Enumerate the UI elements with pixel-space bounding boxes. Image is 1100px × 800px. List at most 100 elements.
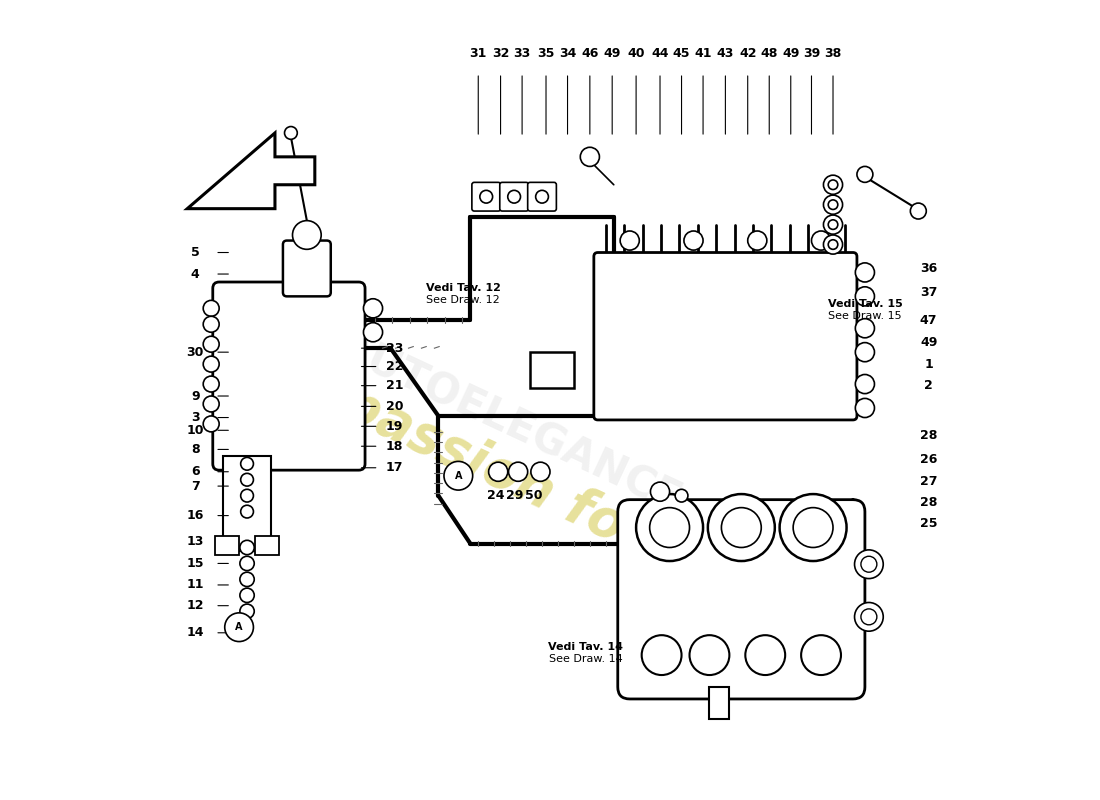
Text: 42: 42	[739, 46, 757, 60]
Text: Vedi Tav. 14: Vedi Tav. 14	[549, 642, 624, 652]
Circle shape	[856, 286, 875, 306]
Polygon shape	[187, 133, 315, 209]
Circle shape	[293, 221, 321, 250]
Circle shape	[793, 508, 833, 547]
Text: Vedi Tav. 12: Vedi Tav. 12	[427, 283, 502, 294]
Text: 39: 39	[803, 46, 821, 60]
Text: 6: 6	[191, 466, 199, 478]
Text: 22: 22	[386, 360, 404, 373]
Circle shape	[204, 396, 219, 412]
Circle shape	[911, 203, 926, 219]
Circle shape	[636, 494, 703, 561]
Circle shape	[581, 147, 600, 166]
Text: 16: 16	[187, 509, 204, 522]
Text: 18: 18	[386, 440, 404, 453]
Text: 1: 1	[924, 358, 933, 370]
Circle shape	[856, 342, 875, 362]
Text: See Draw. 14: See Draw. 14	[549, 654, 623, 664]
Text: 26: 26	[920, 454, 937, 466]
Circle shape	[204, 300, 219, 316]
Text: 36: 36	[920, 262, 937, 275]
Circle shape	[824, 235, 843, 254]
FancyBboxPatch shape	[283, 241, 331, 296]
Circle shape	[285, 126, 297, 139]
Circle shape	[824, 195, 843, 214]
Text: 41: 41	[694, 46, 712, 60]
Text: A: A	[235, 622, 243, 632]
FancyBboxPatch shape	[212, 282, 365, 470]
Text: 21: 21	[386, 379, 404, 392]
Circle shape	[444, 462, 473, 490]
Text: 24: 24	[487, 489, 505, 502]
Circle shape	[531, 462, 550, 482]
Text: 4: 4	[191, 267, 199, 281]
Text: 49: 49	[782, 46, 800, 60]
Text: 11: 11	[187, 578, 204, 591]
Text: 7: 7	[191, 479, 199, 493]
Text: 9: 9	[191, 390, 199, 402]
Circle shape	[488, 462, 508, 482]
Text: See Draw. 12: See Draw. 12	[427, 295, 500, 306]
Text: 27: 27	[920, 475, 937, 488]
Circle shape	[641, 635, 682, 675]
Circle shape	[620, 231, 639, 250]
Text: Vedi Tav. 15: Vedi Tav. 15	[827, 299, 902, 310]
Circle shape	[650, 508, 690, 547]
Text: 3: 3	[191, 411, 199, 424]
Circle shape	[240, 572, 254, 586]
Circle shape	[508, 462, 528, 482]
Circle shape	[856, 398, 875, 418]
FancyBboxPatch shape	[594, 253, 857, 420]
Circle shape	[240, 588, 254, 602]
Circle shape	[812, 231, 830, 250]
Circle shape	[824, 175, 843, 194]
Text: 20: 20	[386, 400, 404, 413]
Circle shape	[690, 635, 729, 675]
Bar	[216, 535, 239, 555]
Circle shape	[204, 376, 219, 392]
Circle shape	[240, 540, 254, 554]
Circle shape	[780, 494, 847, 561]
Circle shape	[241, 474, 253, 486]
Circle shape	[241, 490, 253, 502]
Text: 2: 2	[924, 379, 933, 392]
Circle shape	[708, 494, 774, 561]
Text: a passion for parts: a passion for parts	[285, 354, 815, 638]
Circle shape	[204, 336, 219, 352]
Text: 40: 40	[627, 46, 645, 60]
Circle shape	[480, 190, 493, 203]
Text: 46: 46	[581, 46, 598, 60]
Text: 8: 8	[191, 443, 199, 456]
Text: 17: 17	[386, 462, 404, 474]
Circle shape	[240, 604, 254, 618]
Bar	[530, 352, 574, 388]
Circle shape	[828, 200, 838, 210]
Text: 5: 5	[191, 246, 199, 259]
Text: 32: 32	[492, 46, 509, 60]
Text: 35: 35	[537, 46, 554, 60]
Text: See Draw. 15: See Draw. 15	[828, 311, 902, 322]
Text: 50: 50	[526, 489, 542, 502]
Text: 23: 23	[386, 342, 404, 354]
Circle shape	[857, 166, 873, 182]
Text: A: A	[454, 470, 462, 481]
Text: 45: 45	[673, 46, 691, 60]
Text: 19: 19	[386, 420, 404, 433]
Text: 34: 34	[559, 46, 576, 60]
Text: 12: 12	[187, 599, 204, 612]
Text: 31: 31	[470, 46, 487, 60]
Text: 28: 28	[920, 495, 937, 509]
FancyBboxPatch shape	[528, 182, 557, 211]
Circle shape	[828, 220, 838, 230]
Bar	[223, 456, 271, 551]
Circle shape	[536, 190, 549, 203]
Circle shape	[684, 231, 703, 250]
Text: 14: 14	[187, 626, 204, 639]
Text: 38: 38	[824, 46, 842, 60]
Text: 37: 37	[920, 286, 937, 299]
Circle shape	[675, 490, 688, 502]
Text: 10: 10	[187, 424, 204, 437]
FancyBboxPatch shape	[472, 182, 500, 211]
Text: 25: 25	[920, 517, 937, 530]
Circle shape	[240, 556, 254, 570]
